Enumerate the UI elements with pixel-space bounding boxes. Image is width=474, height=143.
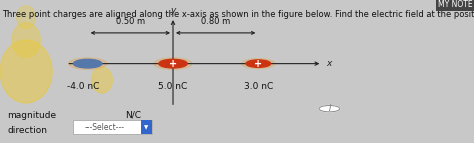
Circle shape bbox=[68, 58, 107, 69]
Ellipse shape bbox=[0, 40, 52, 103]
Bar bbox=[141, 120, 152, 134]
Text: +: + bbox=[254, 59, 263, 69]
Text: N/C: N/C bbox=[126, 111, 142, 120]
Ellipse shape bbox=[91, 67, 112, 93]
Ellipse shape bbox=[12, 23, 40, 57]
Text: MY NOTE: MY NOTE bbox=[438, 0, 473, 9]
Text: -4.0 nC: -4.0 nC bbox=[67, 82, 99, 91]
Text: 0.80 m: 0.80 m bbox=[201, 17, 230, 26]
Ellipse shape bbox=[17, 6, 36, 29]
Text: ---Select---: ---Select--- bbox=[85, 123, 125, 132]
Text: direction: direction bbox=[7, 126, 47, 135]
Circle shape bbox=[246, 60, 271, 67]
Circle shape bbox=[73, 59, 102, 68]
Text: 5.0 nC: 5.0 nC bbox=[158, 82, 188, 91]
Text: +: + bbox=[169, 59, 177, 69]
Text: i: i bbox=[328, 104, 330, 113]
Text: Three point charges are aligned along the x-axis as shown in the figure below. F: Three point charges are aligned along th… bbox=[2, 10, 474, 19]
Text: y: y bbox=[170, 6, 176, 15]
Circle shape bbox=[242, 59, 275, 69]
Circle shape bbox=[154, 58, 192, 69]
Text: magnitude: magnitude bbox=[7, 111, 56, 120]
Text: ▼: ▼ bbox=[145, 125, 148, 130]
Bar bbox=[73, 120, 152, 134]
Circle shape bbox=[159, 59, 187, 68]
Text: 3.0 nC: 3.0 nC bbox=[244, 82, 273, 91]
Text: x: x bbox=[326, 59, 331, 68]
Text: 0.50 m: 0.50 m bbox=[116, 17, 145, 26]
Circle shape bbox=[319, 106, 340, 112]
